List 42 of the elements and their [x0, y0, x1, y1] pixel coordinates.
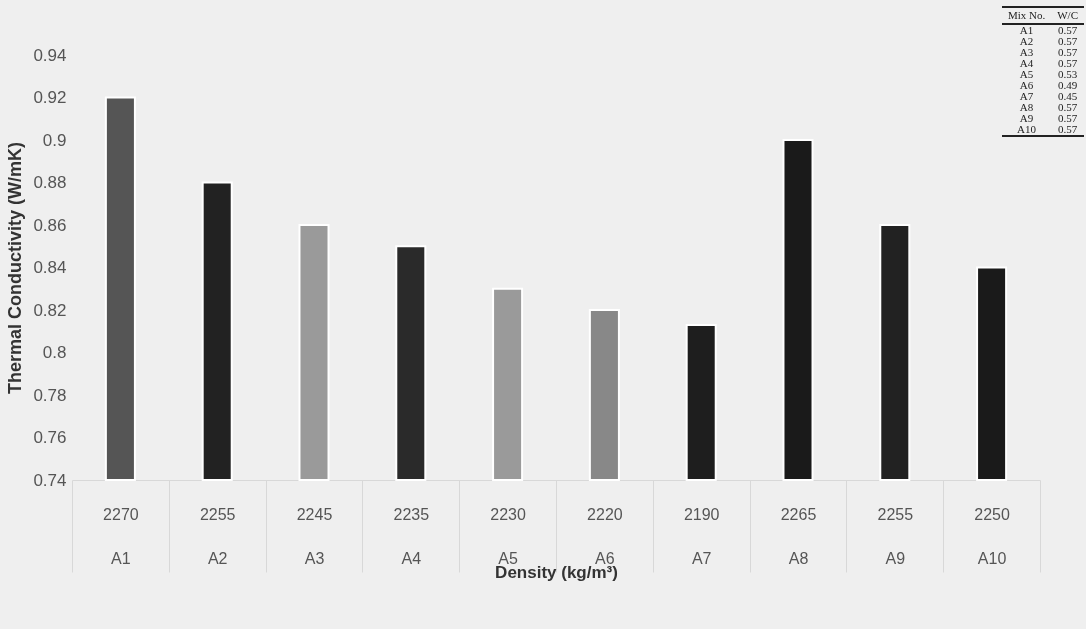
category-label: 2250 A10: [974, 505, 1010, 567]
text: W/C: [1057, 9, 1078, 21]
y-tick-label: 0.94: [33, 45, 67, 65]
y-tick-label: 0.88: [33, 173, 67, 192]
y-tick-label: 0.82: [33, 300, 67, 320]
category-label: 2190 A7: [683, 505, 720, 567]
text: 0.57: [1057, 123, 1078, 135]
text: 0.49: [1057, 79, 1078, 91]
y-tick-label: 0.92: [33, 88, 67, 107]
y-tick-label: 0.9: [42, 130, 67, 150]
category-label: 2245 A3: [296, 505, 333, 567]
text: A1: [1019, 24, 1034, 36]
text: 0.57: [1057, 112, 1078, 124]
text: 0.57: [1057, 101, 1078, 113]
annotation: A9: [1018, 112, 1035, 124]
y-tick-label: 0.84: [33, 258, 67, 277]
category-label: 2255 A2: [199, 505, 236, 567]
annotation: A6: [1018, 79, 1035, 91]
y-tick-label: 0.86: [33, 215, 67, 235]
text: 0.57: [1057, 24, 1078, 36]
text: 0.57: [1057, 35, 1078, 47]
annotation: A7: [1018, 90, 1035, 102]
category-label: 2270 A1: [103, 505, 139, 567]
category-label: 2255 A9: [877, 505, 914, 567]
y-tick-label: 0.8: [42, 343, 67, 362]
annotation: A8: [1018, 101, 1035, 113]
text: Mix No.: [1007, 9, 1046, 21]
y-tick-label: 0.76: [33, 428, 67, 447]
y-axis-title: Thermal Conductivity (W/mK): [5, 141, 26, 395]
y-tick-label: 0.74: [33, 470, 67, 490]
y-tick-label: 0.78: [33, 385, 67, 405]
text: 0.57: [1057, 46, 1078, 58]
annotation: A3: [1018, 46, 1035, 58]
text: A2: [1019, 35, 1034, 47]
annotation: A10: [1001, 123, 1052, 136]
text: 0.45: [1057, 90, 1078, 102]
text: 0.53: [1057, 68, 1078, 80]
text: 0.57: [1057, 57, 1078, 69]
category-label: 2265 A8: [780, 505, 817, 567]
annotation: A4: [1018, 57, 1035, 69]
annotation: A5: [1018, 68, 1035, 80]
category-label: 2235 A4: [393, 505, 430, 567]
